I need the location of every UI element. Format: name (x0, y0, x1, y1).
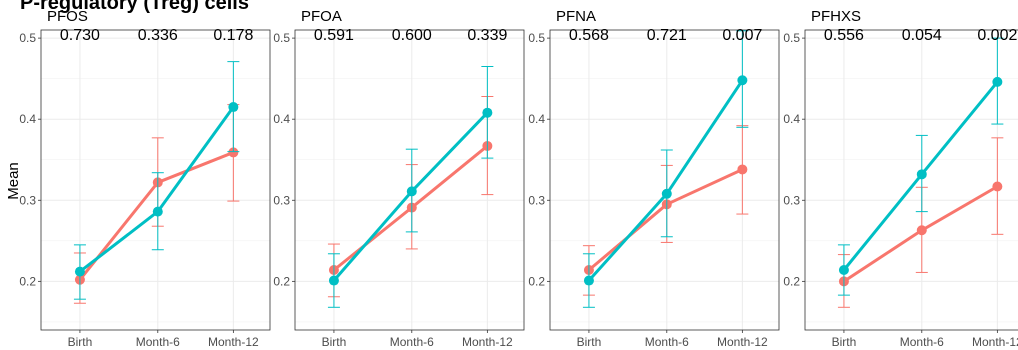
y-tick-label: 0.5 (273, 31, 290, 45)
y-tick-label: 0.5 (19, 31, 36, 45)
x-tick-label: Month-12 (717, 335, 768, 349)
x-tick-label: Birth (68, 335, 93, 349)
data-point (737, 75, 748, 86)
y-tick-label: 0.4 (19, 112, 36, 126)
p-value-label: 0.054 (902, 27, 942, 44)
data-point (482, 107, 493, 118)
y-tick-label: 0.2 (783, 274, 800, 288)
panel-pfoa: PFOA 0.2 0.3 0.4 0.5 Birth Month-6 Month-12 0.59… (273, 8, 525, 349)
data-point (737, 164, 748, 175)
data-point (916, 169, 927, 180)
p-value-label: 0.556 (824, 27, 864, 44)
data-point (228, 147, 239, 158)
p-value-label: 0.002 (977, 27, 1017, 44)
data-point (916, 225, 927, 236)
y-tick-label: 0.5 (528, 31, 545, 45)
p-value-label: 0.007 (722, 27, 762, 44)
series-red (582, 125, 749, 296)
y-tick-label: 0.2 (273, 274, 290, 288)
p-value-label: 0.600 (392, 27, 432, 44)
panel-label: PFOA (301, 8, 342, 25)
y-tick-label: 0.4 (528, 112, 545, 126)
y-tick-label: 0.3 (273, 193, 290, 207)
chart-title: P-regulatory (Treg) cells (20, 0, 249, 14)
panel-border (549, 29, 780, 331)
y-tick-label: 0.3 (783, 193, 800, 207)
data-point (661, 188, 672, 199)
data-point (406, 186, 417, 197)
data-point (152, 206, 163, 217)
data-point (838, 265, 849, 275)
x-tick-label: Month-12 (972, 335, 1018, 349)
series-teal (837, 37, 1004, 296)
p-value-label: 0.721 (647, 27, 687, 44)
series-red (837, 137, 1004, 308)
panel-border (804, 29, 1018, 331)
chart-panels: PFOS 0.2 0.3 0.4 0.5 Birth Month-6 Month-12 0.73… (19, 8, 1018, 349)
x-tick-label: Month-12 (208, 335, 259, 349)
x-tick-label: Month-6 (390, 335, 434, 349)
panel-pfna: PFNA 0.2 0.3 0.4 0.5 Birth Month-6 Month-12 0.56… (528, 8, 780, 349)
p-value-label: 0.339 (467, 27, 507, 44)
x-tick-label: Month-6 (900, 335, 944, 349)
series-teal (327, 65, 494, 308)
panel-label: PFNA (556, 8, 596, 25)
y-tick-label: 0.5 (783, 31, 800, 45)
data-point (583, 275, 594, 286)
y-tick-label: 0.4 (783, 112, 800, 126)
data-point (74, 266, 85, 277)
panel-label: PFOS (47, 8, 88, 25)
series-red (327, 95, 494, 298)
panel-border (294, 29, 525, 331)
y-tick-label: 0.3 (528, 193, 545, 207)
panel-pfhxs: PFHXS 0.2 0.3 0.4 0.5 Birth Month-6 Month-12 0.5… (783, 8, 1018, 349)
y-axis-title: Mean (5, 162, 22, 200)
x-tick-label: Month-12 (462, 335, 513, 349)
data-point (328, 275, 339, 286)
series-line (79, 106, 235, 273)
y-tick-label: 0.2 (528, 274, 545, 288)
x-tick-label: Month-6 (645, 335, 689, 349)
series-line (332, 111, 489, 282)
panel-border (40, 29, 271, 331)
p-value-label: 0.336 (138, 27, 178, 44)
y-tick-label: 0.2 (19, 274, 36, 288)
panel-label: PFHXS (811, 8, 861, 25)
series-teal (582, 30, 749, 308)
x-tick-label: Birth (832, 335, 857, 349)
data-point (992, 76, 1003, 87)
p-value-label: 0.178 (213, 27, 253, 44)
y-tick-label: 0.4 (273, 112, 290, 126)
panel-pfos: PFOS 0.2 0.3 0.4 0.5 Birth Month-6 Month-12 0.73… (19, 8, 271, 349)
y-tick-label: 0.3 (19, 193, 36, 207)
data-point (228, 102, 239, 113)
x-tick-label: Birth (577, 335, 602, 349)
x-tick-label: Birth (322, 335, 347, 349)
data-point (992, 181, 1003, 192)
p-value-label: 0.568 (569, 27, 609, 44)
series-teal (73, 61, 240, 300)
p-value-label: 0.730 (60, 27, 100, 44)
p-value-label: 0.591 (314, 27, 354, 44)
x-tick-label: Month-6 (136, 335, 180, 349)
